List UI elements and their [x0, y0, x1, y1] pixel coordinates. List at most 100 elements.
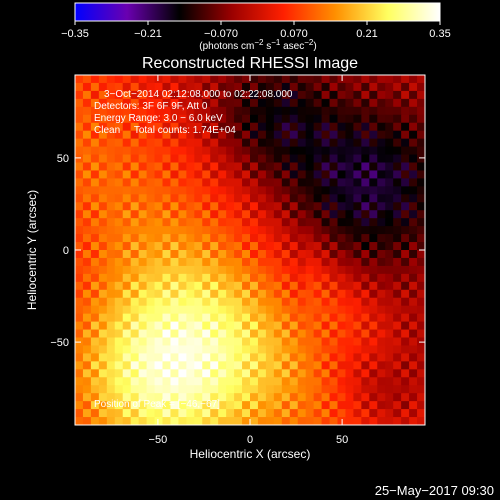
heatmap-cell: [257, 162, 267, 172]
heatmap-image: [75, 75, 425, 425]
heatmap-cell: [361, 409, 370, 418]
heatmap-cell: [226, 281, 235, 291]
heatmap-cell: [417, 273, 425, 283]
heatmap-cell: [361, 313, 370, 323]
heatmap-cell: [281, 250, 291, 259]
heatmap-cell: [154, 417, 164, 425]
heatmap-cell: [90, 138, 100, 148]
heatmap-cell: [218, 417, 227, 425]
heatmap-cell: [154, 345, 164, 354]
heatmap-cell: [257, 329, 267, 339]
heatmap-cell: [257, 337, 267, 347]
heatmap-cell: [218, 114, 227, 124]
heatmap-cell: [361, 273, 370, 283]
heatmap-cell: [401, 417, 410, 425]
heatmap-cell: [305, 393, 315, 402]
heatmap-cell: [353, 345, 362, 354]
heatmap-cell: [393, 242, 402, 251]
heatmap-cell: [130, 90, 140, 100]
heatmap-cell: [345, 369, 354, 378]
annotation-detectors: Detectors: 3F 6F 9F, Att 0: [94, 101, 208, 112]
heatmap-cell: [154, 401, 164, 410]
heatmap-cell: [122, 106, 132, 116]
heatmap-cell: [377, 242, 386, 251]
heatmap-cell: [234, 417, 243, 425]
heatmap-cell: [297, 170, 307, 179]
heatmap-cell: [385, 265, 394, 275]
heatmap-cell: [186, 337, 195, 347]
heatmap-cell: [313, 345, 323, 354]
heatmap-cell: [250, 250, 259, 259]
heatmap-cell: [202, 281, 211, 291]
heatmap-cell: [210, 265, 219, 275]
heatmap-cell: [369, 122, 378, 132]
heatmap-cell: [385, 82, 394, 92]
heatmap-cell: [265, 329, 275, 339]
heatmap-cell: [162, 281, 172, 291]
heatmap-cell: [138, 210, 148, 219]
heatmap-cell: [218, 234, 227, 243]
heatmap-cell: [273, 257, 283, 267]
heatmap-cell: [130, 242, 140, 251]
heatmap-cell: [114, 289, 124, 299]
heatmap-cell: [321, 234, 331, 243]
heatmap-cell: [289, 401, 299, 410]
heatmap-cell: [234, 75, 243, 84]
heatmap-cell: [210, 297, 219, 307]
heatmap-cell: [273, 369, 283, 378]
heatmap-cell: [401, 82, 410, 92]
x-axis-label: Heliocentric X (arcsec): [190, 447, 311, 461]
heatmap-cell: [409, 281, 418, 291]
heatmap-cell: [90, 313, 100, 323]
heatmap-cell: [297, 226, 307, 235]
heatmap-cell: [417, 146, 425, 156]
heatmap-cell: [210, 369, 219, 378]
heatmap-cell: [257, 393, 267, 402]
heatmap-cell: [146, 170, 156, 179]
heatmap-cell: [297, 234, 307, 243]
heatmap-cell: [369, 385, 378, 394]
heatmap-cell: [178, 82, 187, 92]
heatmap-cell: [75, 385, 84, 394]
heatmap-cell: [130, 170, 140, 179]
heatmap-cell: [353, 178, 362, 187]
heatmap-cell: [250, 361, 259, 370]
heatmap-cell: [162, 265, 172, 275]
heatmap-cell: [202, 337, 211, 347]
heatmap-cell: [106, 417, 116, 425]
heatmap-cell: [329, 186, 339, 195]
heatmap-cell: [257, 401, 267, 410]
heatmap-cell: [202, 321, 211, 331]
heatmap-cell: [353, 210, 362, 219]
heatmap-cell: [75, 329, 84, 339]
heatmap-cell: [218, 337, 227, 347]
heatmap-cell: [329, 281, 339, 291]
heatmap-cell: [305, 401, 315, 410]
heatmap-cell: [393, 106, 402, 116]
heatmap-cell: [130, 82, 140, 92]
heatmap-cell: [385, 353, 394, 362]
heatmap-cell: [178, 210, 187, 219]
heatmap-cell: [345, 242, 354, 251]
heatmap-cell: [401, 242, 410, 251]
heatmap-cell: [106, 265, 116, 275]
heatmap-cell: [250, 305, 259, 315]
heatmap-cell: [345, 281, 354, 291]
heatmap-cell: [377, 377, 386, 386]
heatmap-cell: [194, 305, 203, 315]
heatmap-cell: [194, 377, 203, 386]
heatmap-cell: [82, 186, 92, 195]
heatmap-cell: [226, 273, 235, 283]
heatmap-cell: [194, 242, 203, 251]
heatmap-cell: [202, 90, 211, 100]
heatmap-cell: [345, 337, 354, 347]
heatmap-cell: [385, 369, 394, 378]
heatmap-cell: [75, 313, 84, 323]
heatmap-cell: [106, 138, 116, 148]
heatmap-cell: [242, 289, 251, 299]
heatmap-cell: [305, 178, 315, 187]
heatmap-cell: [154, 305, 164, 315]
heatmap-cell: [210, 178, 219, 187]
heatmap-cell: [106, 82, 116, 92]
heatmap-cell: [234, 369, 243, 378]
